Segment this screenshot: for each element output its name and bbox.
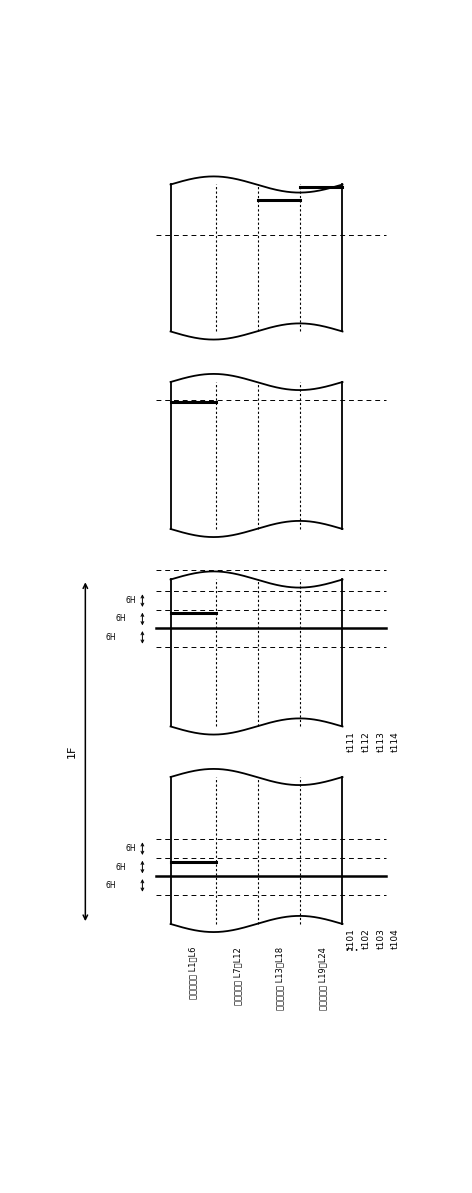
Text: 画素ライン L7～L12: 画素ライン L7～L12 <box>234 947 243 1005</box>
Text: 6H: 6H <box>106 632 116 642</box>
Text: t114: t114 <box>391 731 400 752</box>
Text: t102: t102 <box>362 928 371 950</box>
Text: 6H: 6H <box>115 863 126 872</box>
Text: t111: t111 <box>347 731 356 752</box>
Text: t104: t104 <box>391 928 400 950</box>
Text: 画素ライン L1～L6: 画素ライン L1～L6 <box>188 947 197 1000</box>
Text: 画素ライン L13～L18: 画素ライン L13～L18 <box>276 947 285 1010</box>
Text: 6H: 6H <box>115 614 126 624</box>
Text: 1F: 1F <box>67 746 76 759</box>
Text: 6H: 6H <box>125 596 135 605</box>
Text: t113: t113 <box>376 731 386 752</box>
Text: ⋯: ⋯ <box>345 942 359 957</box>
Text: t112: t112 <box>362 731 371 752</box>
Text: t103: t103 <box>376 928 386 950</box>
Text: 画素ライン L19～L24: 画素ライン L19～L24 <box>318 947 327 1009</box>
Text: t101: t101 <box>347 928 356 950</box>
Text: 6H: 6H <box>125 845 135 853</box>
Text: 6H: 6H <box>106 880 116 890</box>
